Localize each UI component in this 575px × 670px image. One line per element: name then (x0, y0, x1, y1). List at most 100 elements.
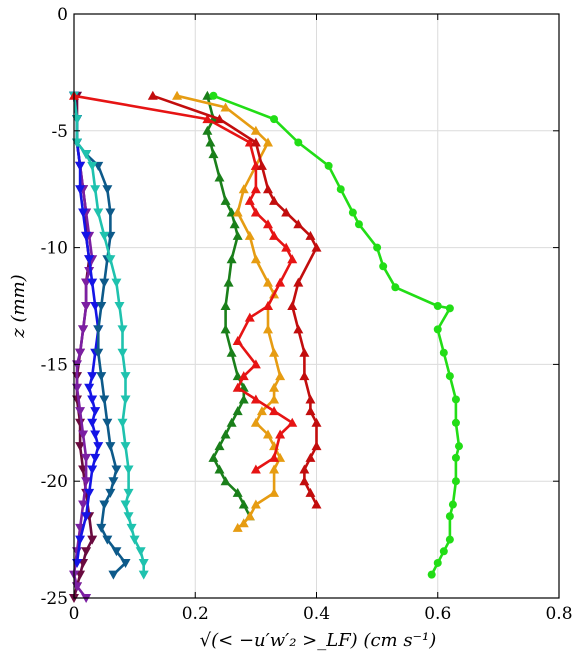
data-point (232, 522, 243, 532)
data-point (305, 487, 316, 497)
data-point (214, 464, 225, 474)
series-line (176, 94, 282, 529)
data-point (105, 442, 116, 452)
data-point (96, 372, 107, 382)
data-point (269, 195, 280, 205)
data-point (433, 302, 442, 310)
data-point (250, 499, 261, 509)
data-point (244, 195, 255, 205)
data-point (202, 125, 213, 135)
data-point (114, 302, 125, 311)
data-point (305, 394, 316, 404)
data-point (250, 417, 261, 427)
data-point (311, 441, 322, 451)
data-point (293, 277, 304, 287)
data-point (93, 442, 104, 452)
data-point (99, 500, 110, 510)
data-point (78, 208, 89, 218)
data-point (87, 161, 98, 171)
data-point (220, 301, 231, 310)
data-point (232, 487, 243, 497)
data-point (238, 499, 249, 509)
data-point (202, 114, 213, 124)
data-point (287, 301, 298, 310)
data-point (269, 464, 280, 474)
data-point (250, 464, 261, 474)
data-point (105, 488, 116, 498)
data-point (87, 535, 98, 545)
data-point (287, 417, 298, 427)
data-point (208, 149, 219, 159)
data-point (123, 465, 134, 475)
x-tick-label: 0.6 (424, 604, 451, 624)
data-point (138, 558, 149, 568)
data-point (220, 324, 231, 334)
data-point (120, 442, 131, 452)
data-point (214, 172, 225, 182)
data-point (226, 347, 237, 357)
data-point (111, 278, 122, 288)
data-point (84, 383, 95, 393)
series-5 (69, 91, 149, 580)
data-point (226, 254, 237, 264)
data-point (269, 394, 280, 404)
data-point (324, 161, 333, 170)
data-point (348, 208, 357, 217)
data-point (87, 418, 98, 428)
y-tick-label: -5 (51, 122, 68, 142)
data-point (232, 207, 243, 217)
data-point (78, 430, 89, 440)
data-point (293, 324, 304, 334)
series-10 (209, 91, 463, 579)
data-point (147, 90, 158, 100)
data-point (281, 207, 292, 217)
data-point (87, 372, 98, 382)
data-point (120, 500, 131, 510)
data-point (263, 324, 273, 334)
data-point (90, 185, 101, 195)
x-tick-label: 0.2 (182, 604, 209, 624)
data-point (244, 312, 255, 322)
data-point (299, 464, 310, 474)
data-point (336, 185, 345, 194)
data-point (99, 231, 110, 241)
data-point (433, 325, 442, 334)
data-point (263, 137, 273, 147)
data-point (232, 336, 243, 346)
data-point (93, 348, 104, 358)
data-point (232, 406, 243, 416)
data-point (305, 230, 316, 240)
data-point (250, 359, 261, 369)
data-point (275, 429, 286, 439)
data-point (220, 102, 231, 112)
data-point (256, 160, 267, 170)
y-axis-label: z (mm) (8, 274, 29, 338)
series-8 (69, 90, 298, 474)
data-point (90, 430, 101, 440)
data-point (223, 277, 234, 287)
data-point (93, 208, 104, 218)
x-tick-label: 0 (69, 604, 80, 624)
data-point (305, 406, 316, 416)
y-tick-label: -15 (41, 355, 68, 375)
y-tick-label: 0 (57, 5, 68, 25)
data-point (275, 371, 286, 381)
data-point (263, 301, 273, 310)
data-point (445, 512, 454, 521)
x-axis-label: √(< −u′w′₂ >_LF) (cm s⁻¹) (200, 630, 437, 651)
data-point (84, 255, 95, 265)
data-point (391, 283, 400, 292)
data-point (75, 161, 86, 171)
data-point (311, 417, 322, 427)
series-9 (147, 90, 322, 509)
data-point (439, 547, 448, 556)
data-point (269, 230, 280, 240)
data-point (96, 302, 107, 311)
data-point (129, 535, 140, 545)
data-point (111, 547, 122, 557)
data-point (294, 138, 303, 147)
data-point (269, 347, 280, 357)
data-point (299, 476, 310, 486)
data-point (208, 452, 219, 462)
data-point (102, 418, 113, 428)
